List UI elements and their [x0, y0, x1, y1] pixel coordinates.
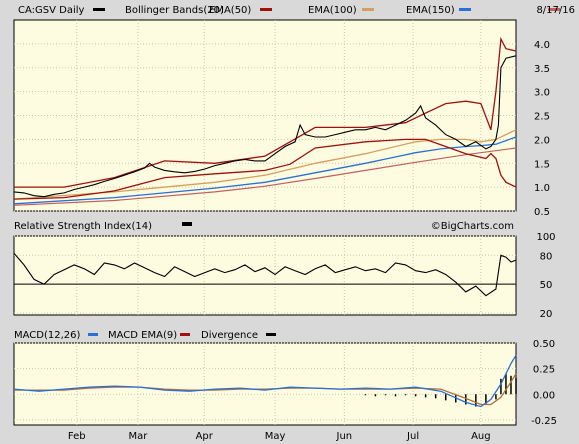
price-line	[13, 55, 517, 198]
rsi-y-tick-label: 20	[540, 309, 553, 320]
macd-legend-swatch	[180, 333, 190, 336]
x-month-label: Feb	[68, 431, 86, 442]
macd-y-tick-label: 0.50	[533, 339, 555, 350]
macd-y-tick-label: -0.25	[531, 416, 557, 427]
macd-line	[13, 354, 517, 408]
macd-legend-swatch	[266, 333, 276, 336]
price-legend-swatch	[459, 8, 471, 11]
macd-legend-label: Divergence	[201, 330, 258, 341]
price-legend-label: Bollinger Bands(20)	[125, 5, 224, 16]
macd-y-tick-label: 0.25	[533, 365, 555, 376]
price-y-axis: 4.0 3.5 3.0 2.5 2.0 1.5 1.0 0.5	[534, 40, 550, 218]
price-y-tick-label: 3.0	[534, 88, 550, 99]
rsi-panel-title: Relative Strength Index(14)	[14, 221, 152, 232]
price-legend-label: EMA(100)	[308, 5, 357, 16]
x-month-label: May	[265, 431, 286, 442]
macd-legend-swatch	[88, 333, 98, 336]
price-panel-title: CA:GSV Daily	[18, 5, 85, 16]
macd-plot-area	[13, 342, 517, 426]
rsi-series	[13, 252, 517, 297]
x-month-label: Apr	[196, 431, 214, 442]
ema-extra-line	[13, 147, 517, 206]
price-y-tick-label: 1.0	[534, 183, 550, 194]
ema100-line	[13, 129, 517, 200]
price-plot-area	[13, 19, 517, 212]
rsi-y-tick-label: 50	[540, 280, 553, 291]
price-series	[13, 36, 517, 206]
rsi-legend-swatch	[182, 222, 192, 226]
macd-legend-label: MACD EMA(9)	[108, 330, 177, 341]
rsi-y-axis: 100 80 50 20	[536, 232, 555, 320]
rsi-plot-area	[13, 235, 517, 316]
price-legend-swatch	[93, 8, 105, 11]
price-legend-label: EMA(50)	[209, 5, 251, 16]
price-y-tick-label: 4.0	[534, 40, 550, 51]
price-y-tick-label: 2.0	[534, 135, 550, 146]
x-month-label: Jul	[406, 431, 419, 442]
price-y-tick-label: 2.5	[534, 112, 550, 123]
rsi-y-tick-label: 80	[540, 251, 553, 262]
bollinger-lower-band	[13, 138, 517, 200]
macd-y-axis: 0.50 0.25 0.00 -0.25	[531, 339, 557, 427]
price-legend-swatch	[362, 8, 374, 11]
x-month-label: Aug	[471, 431, 491, 442]
price-grid	[14, 20, 516, 212]
bollinger-upper-band	[14, 36, 517, 188]
price-legend-label: EMA(150)	[406, 5, 455, 16]
price-y-tick-label: 1.5	[534, 159, 550, 170]
price-legend-swatch	[260, 8, 272, 11]
price-y-tick-label: 3.5	[534, 64, 550, 75]
chart-date: 8/17/16	[536, 5, 575, 16]
x-month-label: Jun	[336, 431, 353, 442]
macd-y-tick-label: 0.00	[533, 390, 555, 401]
rsi-y-tick-label: 100	[536, 232, 555, 243]
ema150-line	[13, 136, 517, 205]
price-legend-swatch	[548, 8, 560, 11]
watermark: ©BigCharts.com	[431, 221, 514, 232]
macd-panel-title: MACD(12,26)	[14, 330, 81, 341]
macd-series	[13, 354, 517, 408]
macd-legend: MACD(12,26) MACD EMA(9) Divergence	[14, 330, 276, 341]
x-month-label: Mar	[129, 431, 149, 442]
price-y-tick-label: 0.5	[534, 207, 550, 218]
x-axis: Feb Mar Apr May Jun Jul Aug	[68, 431, 491, 442]
rsi-line	[13, 252, 517, 297]
rsi-grid	[14, 235, 516, 315]
price-legend: Bollinger Bands(20)EMA(50) EMA(100) EMA(15…	[93, 5, 560, 16]
